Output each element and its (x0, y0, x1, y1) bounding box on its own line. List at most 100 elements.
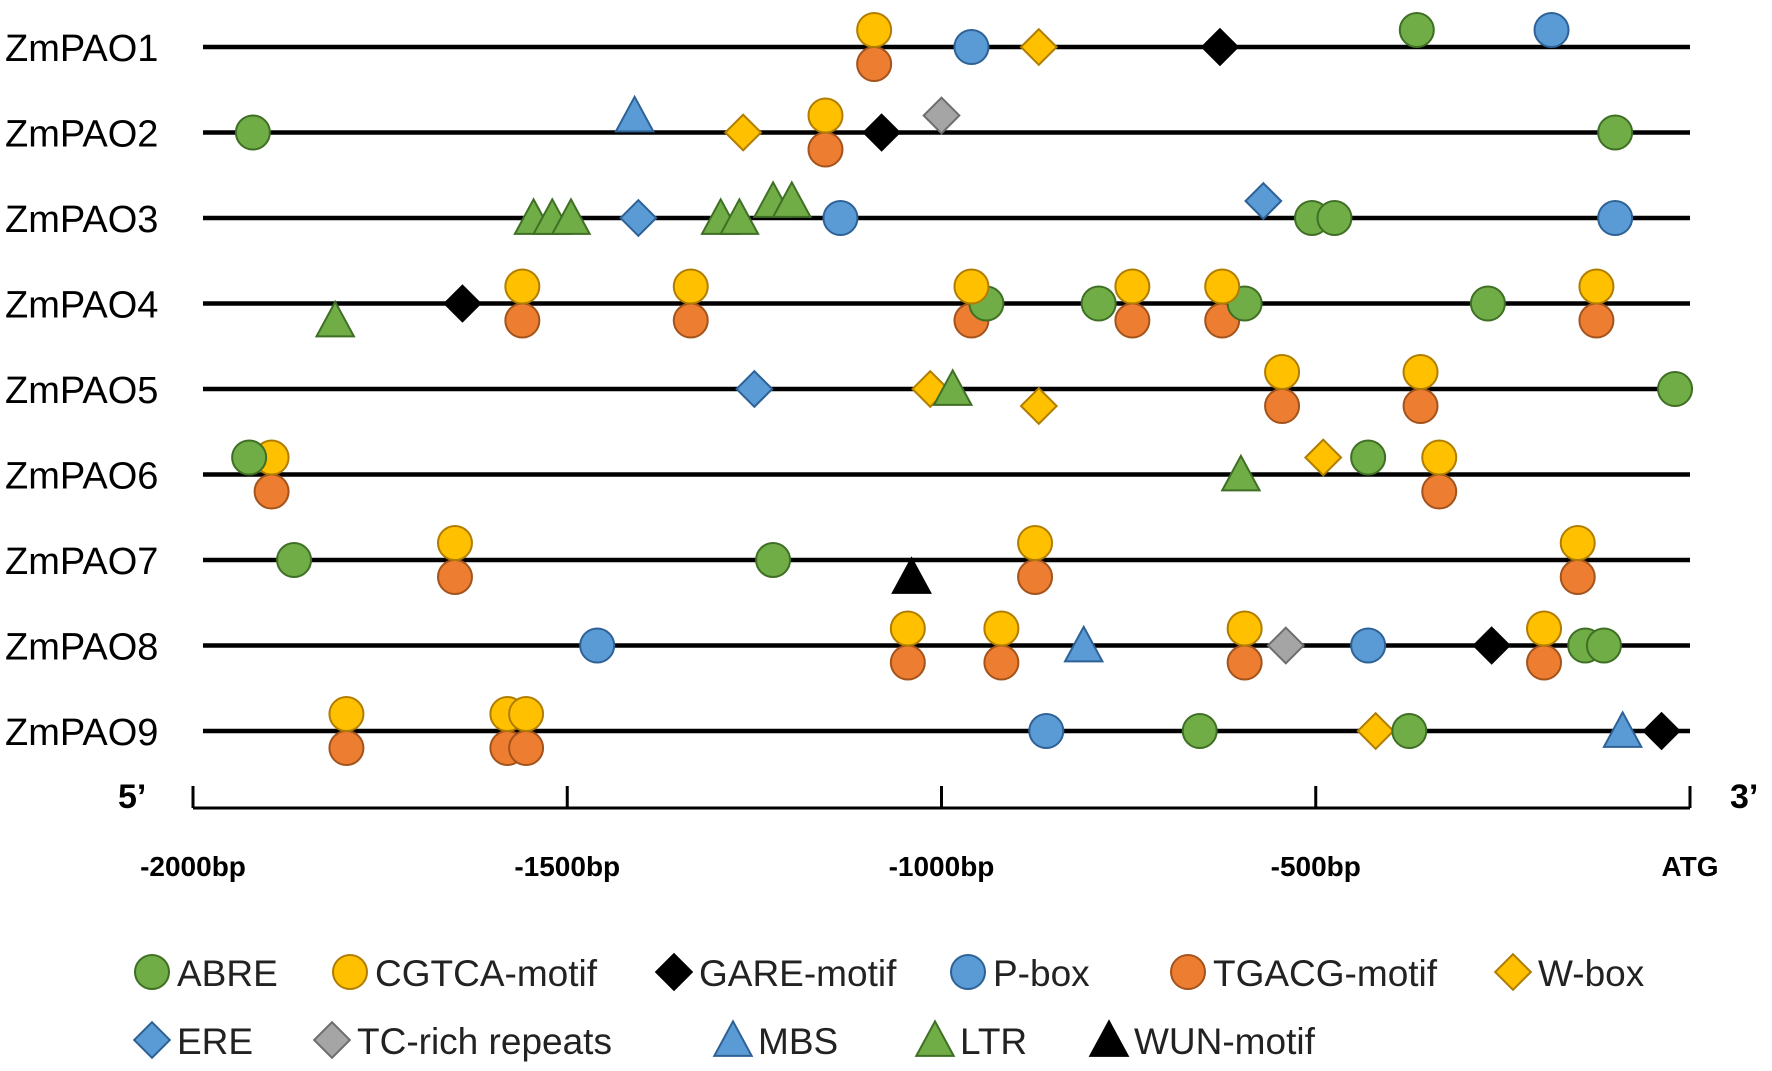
cgtca-motif-marker (1559, 525, 1596, 561)
mbs-marker (1602, 710, 1644, 748)
axis-tick-label: ATG (1661, 851, 1718, 882)
legend: ABRE CGTCA-motif GARE-motif P-box TGACG-moti… (132, 952, 1645, 1062)
legend-label: CGTCA-motif (375, 953, 598, 994)
p-box-marker (953, 29, 990, 65)
tc-rich-repeats-marker (1266, 626, 1306, 665)
cgtca-motif-marker (856, 12, 893, 48)
tgacg-motif-marker (508, 730, 545, 766)
gene-track-zmpao5: ZmPAO5 (5, 354, 1694, 426)
cgtca-motif-marker (1402, 354, 1439, 390)
abre-marker (1585, 627, 1622, 664)
position-axis: 5’ 3’ -2000bp -1500bp -1000bp -500bp ATG (118, 778, 1758, 882)
tgacg-motif-marker (436, 559, 473, 595)
tgacg-motif-marker (1017, 559, 1054, 595)
cgtca-motif-marker (1114, 268, 1151, 305)
legend-label: ABRE (177, 953, 278, 994)
mbs-marker (1063, 624, 1105, 663)
abre-marker (276, 542, 313, 578)
cgtca-motif-marker (1204, 268, 1241, 305)
axis-tick-label: -1000bp (889, 851, 995, 882)
gene-label: ZmPAO7 (5, 541, 158, 583)
legend-label: W-box (1538, 953, 1645, 994)
abre-marker (1080, 285, 1117, 322)
gare-motif-marker (1642, 711, 1681, 751)
cgtca-motif-marker (1017, 525, 1054, 561)
ere-marker (735, 369, 774, 409)
legend-label: GARE-motif (699, 953, 897, 994)
legend-label: TGACG-motif (1213, 953, 1438, 994)
gene-track-zmpao9: ZmPAO9 (5, 696, 1690, 766)
ltr-marker (719, 197, 760, 235)
cgtca-motif-marker (1226, 610, 1263, 647)
tgacg-motif-marker (253, 473, 290, 510)
tgacg-motif-marker (1114, 302, 1151, 339)
gene-track-zmpao2: ZmPAO2 (5, 94, 1690, 168)
legend-swatch (712, 1019, 754, 1057)
w-box-marker (1019, 27, 1059, 67)
legend-swatch (914, 1019, 956, 1057)
cgtca-motif-marker (672, 268, 709, 305)
tgacg-motif-marker (807, 131, 844, 168)
gene-label: ZmPAO4 (5, 285, 158, 327)
legend-label: MBS (758, 1021, 838, 1062)
ltr-marker (932, 368, 974, 406)
gene-label: ZmPAO3 (5, 199, 158, 241)
legend-swatch (132, 1020, 172, 1060)
cgtca-motif-marker (1526, 610, 1563, 647)
p-box-marker (1597, 200, 1634, 236)
gene-track-zmpao4: ZmPAO4 (5, 268, 1690, 339)
gene-track-zmpao3: ZmPAO3 (5, 180, 1690, 241)
gene-label: ZmPAO1 (5, 28, 158, 70)
gare-motif-marker (862, 113, 901, 152)
abre-marker (1469, 285, 1506, 322)
legend-swatch (1493, 952, 1533, 992)
cgtca-motif-marker (1578, 268, 1615, 305)
gene-label: ZmPAO2 (5, 114, 158, 156)
legend-item-ltr: LTR (914, 1019, 1027, 1062)
legend-swatch (134, 954, 170, 990)
legend-item-cgtca-motif: CGTCA-motif (332, 953, 598, 994)
p-box-marker (1028, 713, 1065, 749)
abre-marker (1181, 713, 1218, 749)
legend-item-tc-rich-repeats: TC-rich repeats (312, 1020, 612, 1062)
cgtca-motif-marker (807, 97, 844, 134)
legend-item-tgacg-motif: TGACG-motif (1170, 953, 1438, 994)
abre-marker (231, 439, 268, 476)
w-box-marker (1019, 386, 1059, 426)
cgtca-motif-marker (983, 610, 1020, 647)
abre-marker (234, 114, 271, 151)
tgacg-motif-marker (1578, 302, 1615, 339)
w-box-marker (1356, 711, 1395, 751)
ere-marker (619, 198, 658, 238)
axis-tick-label: -500bp (1271, 851, 1361, 882)
tgacg-motif-marker (856, 46, 893, 82)
cgtca-motif-marker (889, 610, 926, 647)
ltr-marker (1220, 453, 1262, 492)
w-box-marker (1303, 438, 1343, 477)
p-box-marker (1533, 12, 1570, 48)
legend-item-ere: ERE (132, 1020, 253, 1062)
ltr-marker (771, 180, 813, 218)
legend-item-w-box: W-box (1493, 952, 1645, 994)
legend-item-p-box: P-box (950, 953, 1090, 994)
abre-marker (1398, 12, 1435, 48)
three-prime-label: 3’ (1730, 778, 1758, 816)
abre-marker (755, 542, 792, 578)
gene-track-zmpao1: ZmPAO1 (5, 12, 1690, 82)
cgtca-motif-marker (1264, 354, 1301, 390)
cgtca-motif-marker (328, 696, 365, 732)
legend-swatch (950, 954, 986, 990)
abre-marker (1597, 114, 1634, 151)
gene-track-zmpao8: ZmPAO8 (5, 610, 1690, 681)
legend-label: LTR (960, 1021, 1027, 1062)
tgacg-motif-marker (1526, 644, 1563, 681)
tgacg-motif-marker (983, 644, 1020, 681)
axis-tick-label: -2000bp (140, 851, 246, 882)
axis-tick-label: -1500bp (514, 851, 620, 882)
gene-tracks: ZmPAO1 ZmPAO2 ZmPAO3 ZmPAO4 ZmPAO5 ZmPAO6 ZmPA… (5, 12, 1694, 766)
gare-motif-marker (443, 284, 482, 323)
gene-label: ZmPAO5 (5, 370, 158, 412)
tgacg-motif-marker (1402, 388, 1439, 424)
legend-swatch (332, 954, 368, 990)
